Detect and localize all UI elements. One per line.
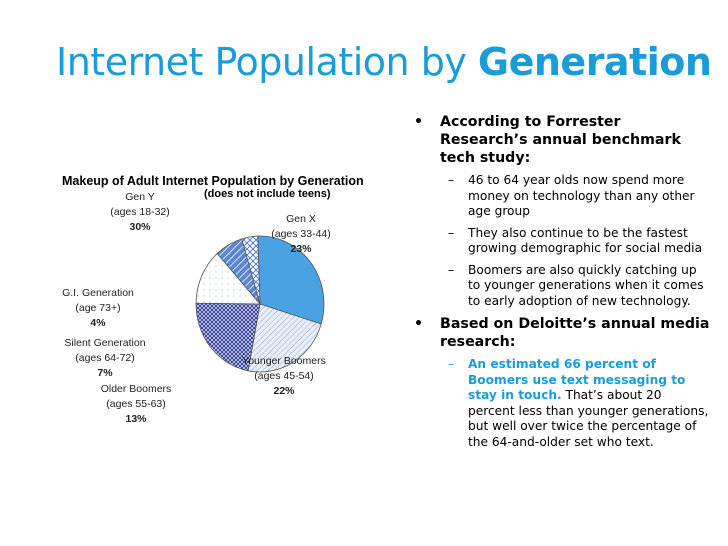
bullet-deloitte: • Based on Deloitte’s annual media resea… [412,315,712,351]
label-gen-x-name: Gen X [286,213,316,225]
label-gen-x: Gen X (ages 33-44) 23% [271,212,331,257]
label-older-boomers-range: (ages 55-63) [106,398,166,410]
bullet-list: • According to Forrester Research’s annu… [412,113,712,456]
label-gi-generation: G.I. Generation (age 73+) 4% [62,286,134,331]
sub-bullet-dash: – [448,357,455,371]
label-silent-generation-name: Silent Generation [64,337,146,349]
sub-bullet-texting-highlight: An estimated 66 percent of Boomers use t… [468,357,686,402]
chart-subtitle: (does not include teens) [204,188,331,200]
sub-bullet-spending-text: 46 to 64 year olds now spend more money … [468,173,695,218]
slide-title-regular: Internet Population by [56,40,467,84]
pie-chart: Makeup of Adult Internet Population by G… [52,168,397,438]
sub-bullet-texting: – An estimated 66 percent of Boomers use… [412,357,712,450]
bullet-deloitte-text: Based on Deloitte’s annual media researc… [440,316,710,350]
slide-title-bold: Generation [477,40,712,84]
bullet-forrester-text: According to Forrester Research’s annual… [440,114,681,166]
sub-bullet-spending: – 46 to 64 year olds now spend more mone… [412,173,712,220]
sub-bullet-texting-rest: That’s about 20 percent less than younge… [468,388,709,449]
label-younger-boomers: Younger Boomers (ages 45-54) 22% [242,354,326,399]
sub-bullet-growth-text: They also continue to be the fastest gro… [468,225,703,256]
label-younger-boomers-pct: 22% [273,385,295,397]
label-younger-boomers-range: (ages 45-54) [254,370,314,382]
sub-bullet-adoption-text: Boomers are also quickly catching up to … [468,262,704,308]
chart-title: Makeup of Adult Internet Population by G… [62,174,364,188]
label-gi-generation-name: G.I. Generation [62,287,134,299]
sub-bullet-growth: – They also continue to be the fastest g… [412,226,712,257]
label-silent-generation: Silent Generation (ages 64-72) 7% [64,336,145,381]
label-older-boomers-pct: 13% [125,413,147,425]
label-older-boomers: Older Boomers (ages 55-63) 13% [101,382,172,427]
label-gi-generation-range: (age 73+) [75,302,121,314]
slice-older-boomers [195,252,261,305]
label-gen-y: Gen Y (ages 18-32) 30% [110,190,170,235]
bullet-dot: • [414,114,424,130]
slice-younger-boomers [195,302,261,372]
sub-bullet-dash: – [448,225,455,240]
label-silent-generation-range: (ages 64-72) [75,352,135,364]
sub-bullet-adoption: – Boomers are also quickly catching up t… [412,263,712,310]
bullet-forrester: • According to Forrester Research’s annu… [412,113,712,167]
slice-gen-x [247,303,322,373]
label-gen-y-name: Gen Y [125,191,155,203]
label-gen-x-range: (ages 33-44) [271,228,331,240]
sub-bullet-dash: – [448,262,455,277]
label-silent-generation-pct: 7% [97,367,113,379]
slide-title: Internet Population by Generation [56,40,712,84]
slice-gi-generation [241,235,261,305]
label-younger-boomers-name: Younger Boomers [242,355,326,367]
label-older-boomers-name: Older Boomers [100,383,172,395]
sub-bullet-dash: – [448,173,455,187]
label-gen-y-pct: 30% [129,221,151,233]
pie-chart-svg [195,235,325,373]
slice-gen-y [257,235,325,325]
bullet-dot: • [414,316,424,332]
label-gen-y-range: (ages 18-32) [110,206,170,218]
label-gi-generation-pct: 4% [90,317,106,329]
label-gen-x-pct: 23% [290,243,312,255]
